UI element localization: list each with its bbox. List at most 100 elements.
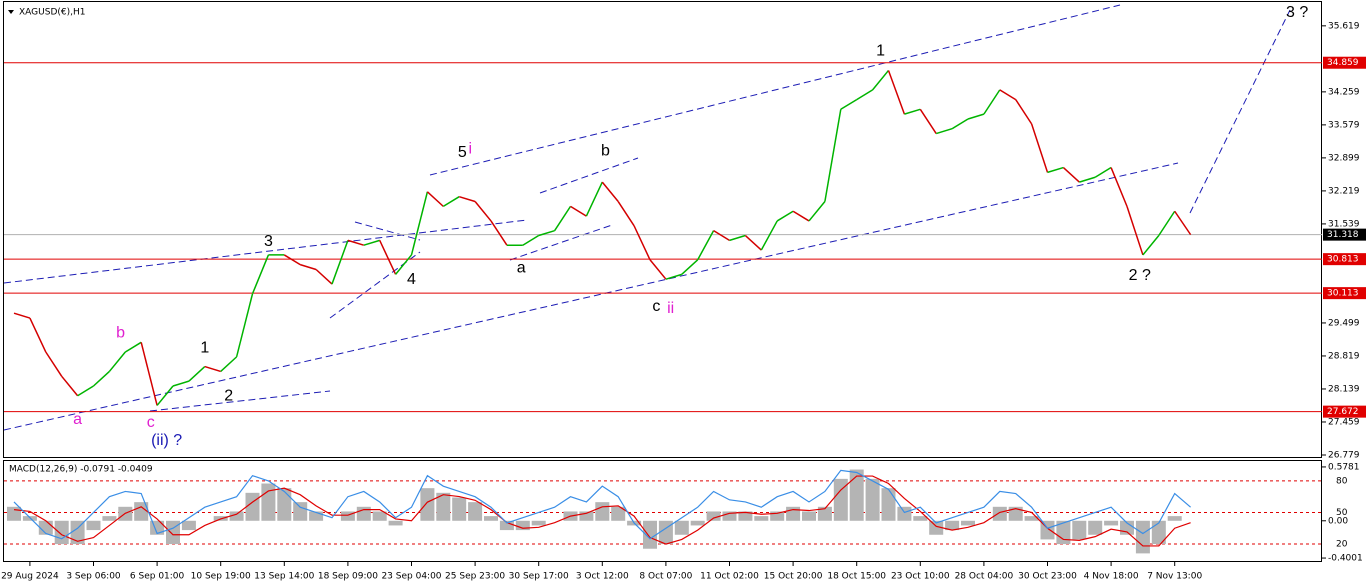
macd-bar (515, 520, 530, 531)
x-tick-label: 3 Oct 12:00 (576, 572, 629, 582)
price-segment (490, 220, 508, 246)
wave-label: 1 (200, 339, 209, 356)
y-tick-label: 31.539 (1328, 219, 1360, 229)
macd-bar (929, 520, 944, 535)
macd-bar (881, 488, 896, 521)
price-segment (792, 210, 810, 222)
x-tick-label: 8 Oct 07:00 (639, 572, 692, 582)
wave-label: 2 ? (1129, 267, 1151, 284)
trend-line (149, 390, 331, 412)
x-tick-label: 29 Aug 2024 (1, 572, 59, 582)
y2-tick-label: 80 (1336, 476, 1348, 486)
current-price-label: 31.318 (1327, 230, 1359, 240)
x-tick-label: 18 Oct 15:00 (827, 572, 886, 582)
price-segment (108, 351, 126, 372)
chart-title: XAGUSD(€),H1 (19, 8, 85, 18)
price-segment (1079, 176, 1096, 183)
wave-label: c (147, 414, 155, 431)
price-segment (1174, 210, 1192, 236)
macd-bar (643, 520, 657, 549)
macd-bar (70, 520, 85, 545)
macd-bar (595, 502, 610, 521)
trend-line (539, 157, 639, 194)
x-tick-label: 28 Oct 04:00 (955, 572, 1014, 582)
macd-bar (54, 520, 69, 545)
x-tick-label: 4 Nov 18:00 (1084, 572, 1139, 582)
level-label-box (1323, 56, 1366, 69)
price-segment (808, 201, 826, 222)
wave-label: 5 (458, 144, 467, 161)
price-segment (983, 89, 1001, 115)
macd-bar (86, 520, 101, 531)
price-segment (951, 118, 969, 130)
level-label-box (1323, 253, 1366, 266)
macd-bar (277, 488, 292, 521)
price-segment (919, 108, 937, 134)
price-segment (1047, 166, 1064, 174)
price-segment (601, 181, 619, 203)
price-segment (553, 205, 572, 232)
price-segment (999, 89, 1017, 101)
level-label: 30.813 (1327, 255, 1359, 265)
macd-bar (579, 511, 594, 521)
x-tick-label: 23 Sep 04:00 (381, 572, 441, 582)
x-tick-label: 3 Sep 06:00 (66, 572, 121, 582)
wave-label: i (469, 140, 473, 157)
y2-tick-label: 20 (1336, 540, 1348, 550)
macd-bar (340, 511, 355, 521)
macd-frame (3, 460, 1322, 562)
price-segment (220, 356, 238, 372)
macd-bar (849, 469, 864, 521)
price-segment (904, 108, 921, 115)
macd-bar (452, 497, 467, 521)
price-segment (744, 234, 762, 251)
price-segment (1015, 99, 1033, 125)
x-tick-label: 13 Sep 14:00 (254, 572, 314, 582)
wave-label: c (652, 298, 660, 315)
x-tick-label: 10 Sep 19:00 (191, 572, 251, 582)
y-tick-label: 28.819 (1328, 351, 1360, 361)
macd-bar (181, 520, 196, 531)
macd-bar (865, 478, 880, 521)
macd-bar (1104, 520, 1119, 526)
macd-bar (388, 520, 403, 526)
y-tick-label: 0.00 (1328, 516, 1348, 526)
macd-bar (484, 516, 498, 521)
price-segment (379, 240, 397, 275)
price-segment (538, 229, 555, 237)
price-segment (617, 201, 635, 227)
x-tick-label: 30 Oct 23:00 (1018, 572, 1077, 582)
macd-bar (1151, 520, 1166, 545)
price-segment (840, 98, 858, 110)
y-tick-label: 27.459 (1328, 417, 1360, 427)
price-segment (458, 195, 476, 203)
wave-label: a (517, 259, 526, 276)
x-tick-label: 18 Sep 09:00 (318, 572, 378, 582)
macd-bar (261, 483, 276, 521)
price-segment (92, 370, 110, 387)
macd-bar (802, 511, 816, 521)
price-segment (299, 263, 317, 271)
price-segment (1110, 167, 1128, 207)
macd-bar (229, 511, 244, 521)
wave-label: a (73, 411, 82, 428)
price-segment (1158, 210, 1176, 236)
y-tick-label: 26.779 (1328, 450, 1360, 460)
macd-bar (992, 506, 1007, 521)
price-segment (188, 366, 206, 382)
macd-bar (309, 511, 324, 521)
price-segment (124, 341, 142, 353)
macd-bar (293, 502, 308, 521)
x-tick-label: 25 Sep 23:00 (445, 572, 505, 582)
y-tick-label: 35.619 (1328, 21, 1360, 31)
macd-bar (356, 506, 371, 521)
level-label: 30.113 (1327, 289, 1359, 299)
current-price-box (1323, 228, 1366, 241)
macd-bar (166, 520, 180, 545)
price-segment (283, 254, 301, 266)
macd-bar (674, 520, 689, 535)
price-segment (665, 273, 683, 280)
x-tick-label: 6 Sep 01:00 (130, 572, 185, 582)
